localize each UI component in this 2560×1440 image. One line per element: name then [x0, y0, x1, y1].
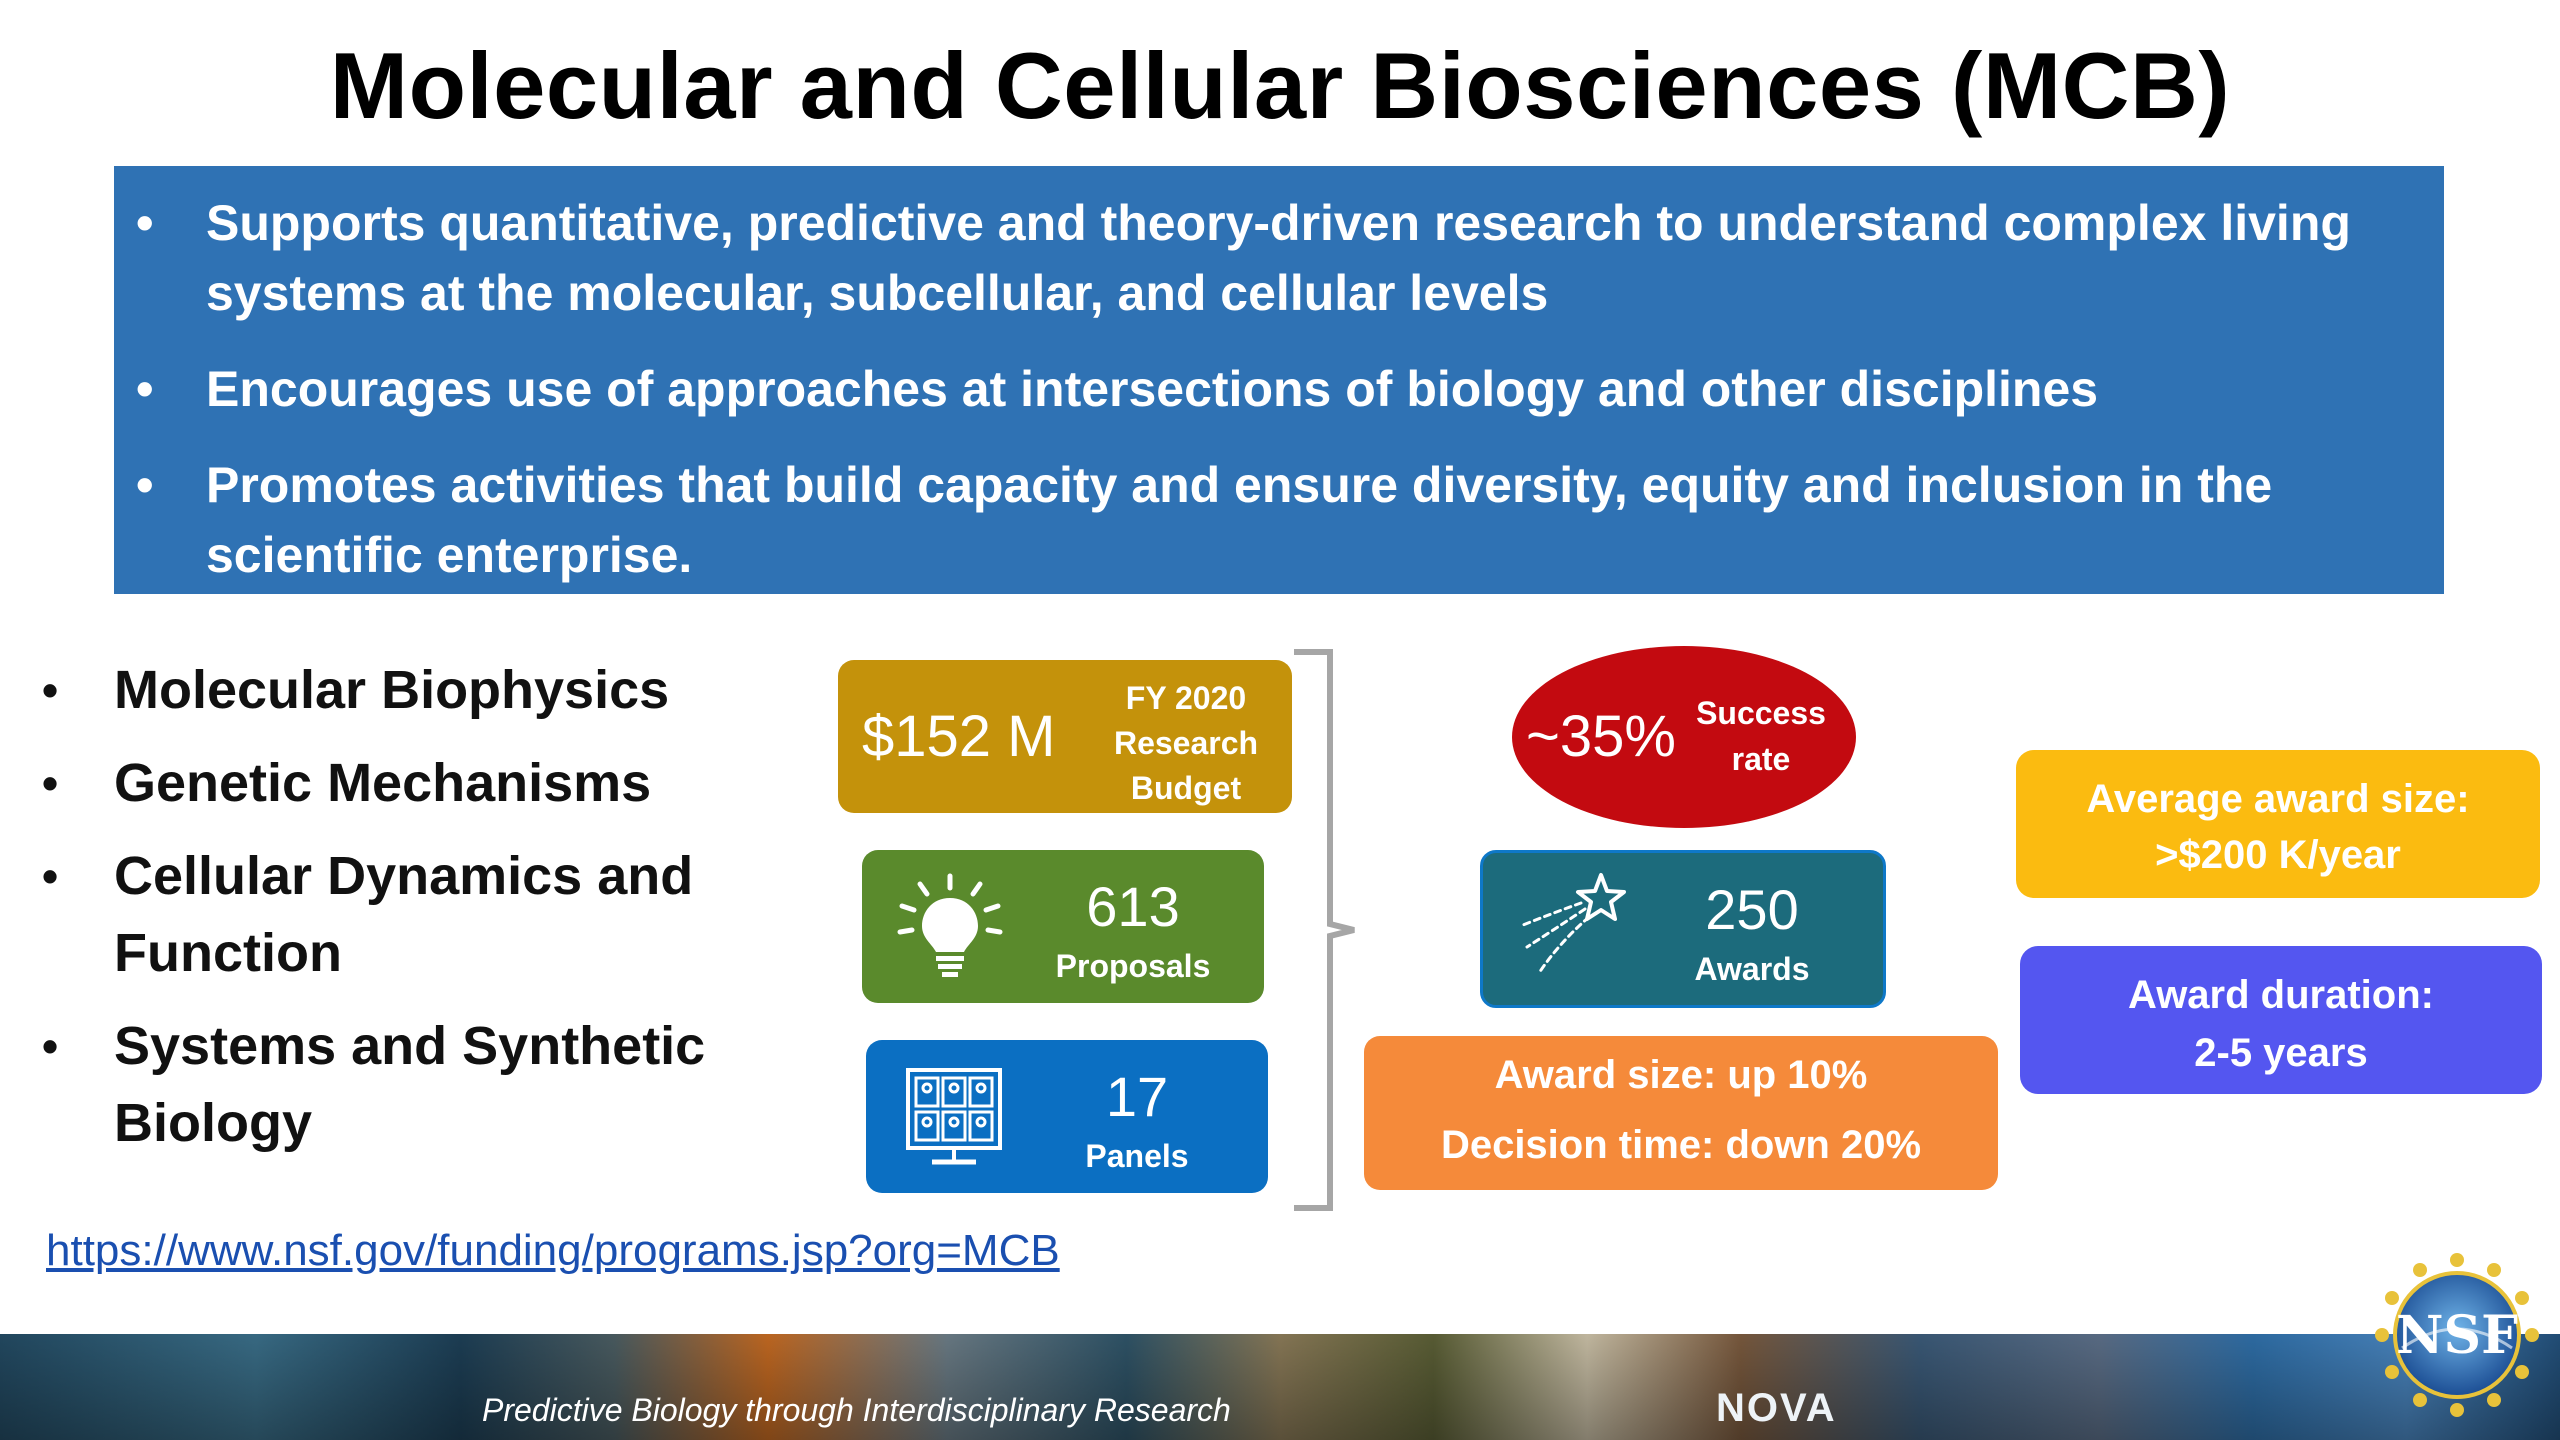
bullet-icon: • [42, 757, 59, 809]
panels-count: 17 [1105, 1065, 1169, 1128]
award-duration-value: 2-5 years [2194, 1031, 2368, 1075]
nova-logo: NOVA [1716, 1386, 1837, 1430]
budget-tile: $152 M FY 2020 Research Budget [838, 660, 1292, 813]
banner-caption: Predictive Biology through Interdiscipli… [482, 1392, 1231, 1428]
average-award-label: Average award size: [2086, 777, 2470, 821]
research-area-label: Cellular Dynamics and Function [114, 846, 694, 983]
award-size-change: Award size: up 10% [1494, 1053, 1868, 1097]
success-rate-label-line: Success [1696, 695, 1826, 731]
right-brace-icon [1294, 649, 1355, 1211]
proposals-tile: 613 Proposals [862, 850, 1264, 1003]
slide-title: Molecular and Cellular Biosciences (MCB) [329, 33, 2231, 138]
success-rate-label-line: rate [1731, 741, 1791, 777]
research-area-item: • Systems and Synthetic Biology [30, 1008, 790, 1162]
video-conference-icon [906, 1068, 1002, 1165]
research-area-label: Genetic Mechanisms [114, 753, 652, 813]
decision-time-change: Decision time: down 20% [1440, 1123, 1922, 1167]
awards-count: 250 [1705, 878, 1799, 941]
panels-tile: 17 Panels [866, 1040, 1268, 1193]
award-duration-box: Award duration: 2-5 years [2020, 946, 2542, 1094]
research-area-item: • Cellular Dynamics and Function [30, 838, 790, 992]
summary-text: Promotes activities that build capacity … [206, 457, 2273, 583]
nsf-logo-icon [2375, 1253, 2539, 1417]
bullet-icon: • [42, 1020, 59, 1072]
bullet-icon: • [136, 361, 154, 417]
research-area-label: Molecular Biophysics [114, 660, 670, 720]
summary-bullet: • Promotes activities that build capacit… [114, 450, 2414, 590]
research-area-label: Systems and Synthetic Biology [114, 1016, 706, 1153]
research-areas-list: • Molecular Biophysics • Genetic Mechani… [30, 652, 790, 1178]
budget-label-line: Research [1113, 725, 1259, 761]
shooting-star-icon [1521, 873, 1626, 975]
budget-value: $152 M [862, 704, 1056, 769]
budget-label: FY 2020 Research Budget [1096, 676, 1276, 811]
average-award-box: Average award size: >$200 K/year [2016, 750, 2540, 898]
footer-banner: Predictive Biology through Interdiscipli… [0, 1334, 2560, 1440]
research-area-item: • Molecular Biophysics [30, 652, 790, 729]
proposals-label: Proposals [1055, 948, 1211, 984]
awards-label: Awards [1694, 951, 1810, 987]
summary-bullet: • Supports quantitative, predictive and … [114, 188, 2414, 328]
nsf-logo-text: NSF [2395, 1305, 2518, 1366]
summary-text: Supports quantitative, predictive and th… [206, 195, 2351, 321]
bullet-icon: • [136, 457, 154, 513]
budget-label-line: Budget [1130, 770, 1242, 806]
summary-list: • Supports quantitative, predictive and … [114, 166, 2444, 590]
lightbulb-icon [897, 873, 1003, 977]
success-rate-ellipse: ~35% Success rate [1512, 646, 1856, 828]
bullet-icon: • [42, 664, 59, 716]
bullet-icon: • [42, 850, 59, 902]
panels-label: Panels [1085, 1138, 1189, 1174]
summary-bullet: • Encourages use of approaches at inters… [114, 354, 2414, 424]
success-rate-value: ~35% [1526, 704, 1676, 769]
summary-box: • Supports quantitative, predictive and … [114, 166, 2444, 594]
award-duration-label: Award duration: [2128, 973, 2434, 1017]
research-area-item: • Genetic Mechanisms [30, 745, 790, 822]
proposals-count: 613 [1086, 875, 1180, 938]
awards-tile: 250 Awards [1480, 850, 1886, 1008]
mcb-program-link[interactable]: https://www.nsf.gov/funding/programs.jsp… [46, 1226, 1060, 1275]
banner-shade [0, 1334, 2560, 1440]
award-changes-box: Award size: up 10% Decision time: down 2… [1364, 1036, 1998, 1190]
success-rate-label: Success rate [1686, 690, 1836, 782]
summary-text: Encourages use of approaches at intersec… [206, 361, 2099, 417]
average-award-value: >$200 K/year [2155, 833, 2401, 877]
bullet-icon: • [136, 195, 154, 251]
budget-label-line: FY 2020 [1125, 680, 1247, 716]
